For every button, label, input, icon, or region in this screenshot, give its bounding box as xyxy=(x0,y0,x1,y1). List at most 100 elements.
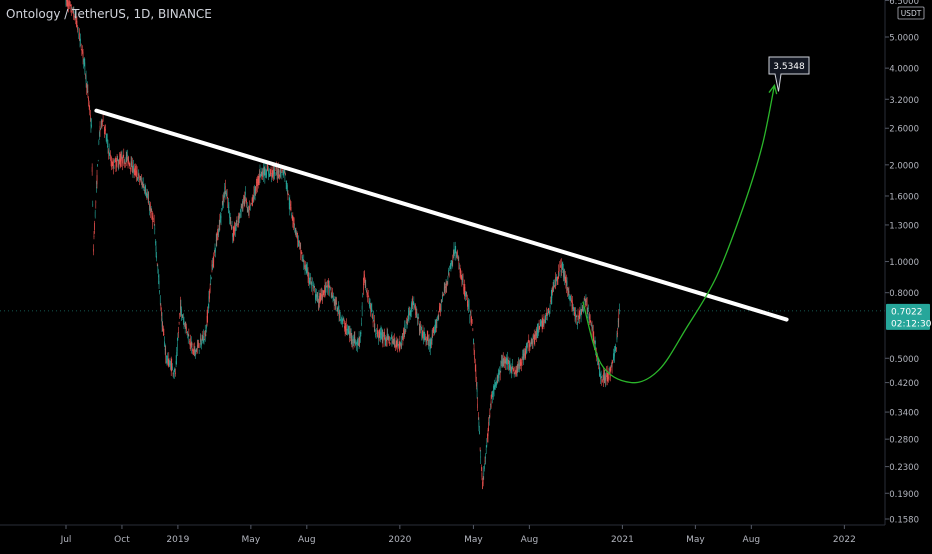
candle-body xyxy=(355,340,357,343)
candle-body xyxy=(94,222,95,231)
candle-body xyxy=(247,209,249,211)
candle-body xyxy=(292,215,294,222)
candle-body xyxy=(510,366,511,372)
candle-body xyxy=(427,337,429,340)
candle-body xyxy=(118,164,120,165)
callout-box[interactable] xyxy=(768,56,810,92)
candle-body xyxy=(485,448,487,451)
candle-body xyxy=(208,296,210,302)
candle-body xyxy=(150,208,152,212)
candle-body xyxy=(239,215,240,219)
candle-body xyxy=(158,280,160,285)
candle-body xyxy=(580,308,582,317)
candle-body xyxy=(245,191,246,195)
candle-body xyxy=(147,197,149,199)
candle-body xyxy=(116,160,117,167)
candle-body xyxy=(437,314,439,320)
candle-body xyxy=(408,313,409,320)
time-tick-label: 2019 xyxy=(166,535,189,545)
candle-body xyxy=(491,394,492,399)
candle-body xyxy=(234,225,236,231)
candle-body xyxy=(329,285,331,288)
candle-body xyxy=(527,343,528,345)
candle-body xyxy=(313,284,314,287)
candle-body xyxy=(576,318,578,322)
candle-body xyxy=(327,285,328,288)
descending-trendline[interactable] xyxy=(94,108,789,322)
candle-body xyxy=(550,296,552,300)
candle-body xyxy=(474,364,476,370)
candle-body xyxy=(259,171,261,177)
candle-body xyxy=(260,174,261,176)
candle-body xyxy=(283,171,284,177)
candle-body xyxy=(221,201,223,209)
candle-body xyxy=(222,200,224,205)
candle-body xyxy=(614,349,615,357)
candle-body xyxy=(412,297,413,305)
candle-body xyxy=(198,342,199,348)
candle-body xyxy=(467,300,468,308)
currency-box[interactable] xyxy=(897,6,925,20)
trendline-layer[interactable] xyxy=(0,108,885,322)
candle-body xyxy=(242,202,243,207)
candle-body xyxy=(378,329,380,339)
candle-body xyxy=(114,158,116,162)
candle-body xyxy=(80,39,81,41)
candle-body xyxy=(476,382,477,387)
projection-layer[interactable] xyxy=(582,83,778,384)
candle-body xyxy=(251,198,253,202)
candle-body xyxy=(457,259,459,261)
price-tick-label: 3.2000 xyxy=(889,96,919,106)
candle-body xyxy=(101,120,103,125)
candle-body xyxy=(482,479,484,484)
candle-body xyxy=(91,166,93,172)
candle-body xyxy=(498,373,499,378)
candle-body xyxy=(583,309,584,312)
candle-body xyxy=(126,156,128,160)
candle-body xyxy=(325,281,327,284)
candle-body xyxy=(387,334,389,336)
candle-body xyxy=(267,169,269,171)
candle-body xyxy=(380,331,382,336)
candle-body xyxy=(81,53,83,55)
price-callout[interactable]: 3.5348 xyxy=(768,56,810,92)
candle-body xyxy=(144,186,146,192)
candle-body xyxy=(550,300,551,303)
candle-body xyxy=(137,178,139,181)
candle-body xyxy=(132,171,134,173)
candle-body xyxy=(324,289,325,293)
candle-body xyxy=(604,372,606,381)
candle-body xyxy=(332,296,334,298)
candle-body xyxy=(606,372,607,374)
candle-body xyxy=(563,270,564,277)
candle-body xyxy=(152,216,154,219)
candle-body xyxy=(369,304,371,307)
candle-body xyxy=(296,232,297,238)
candle-body xyxy=(603,376,605,382)
candle-body xyxy=(332,291,333,298)
projected-path[interactable] xyxy=(582,85,776,384)
candle-body xyxy=(377,330,378,336)
time-axis[interactable]: Jul Oct 2019 May Aug 2020 May Aug 2021 May Aug 2022 xyxy=(0,524,885,550)
candle-body xyxy=(311,282,313,285)
candle-body xyxy=(431,335,433,341)
candle-body xyxy=(514,367,516,373)
candle-body xyxy=(370,306,372,312)
candle-body xyxy=(541,320,543,329)
candle-body xyxy=(206,315,208,325)
candle-body xyxy=(256,181,258,183)
candle-body xyxy=(592,327,593,329)
price-axis[interactable]: 6.5000 5.0000 4.0000 3.2000 2.6000 2.0000 1.60… xyxy=(884,0,932,526)
time-tick-label: 2022 xyxy=(833,535,856,545)
candle-body xyxy=(552,288,553,293)
candle-body xyxy=(207,306,209,310)
candle-body xyxy=(268,169,269,174)
candle-body xyxy=(522,354,523,356)
candle-body xyxy=(93,236,95,238)
candle-body xyxy=(536,327,538,336)
candle-body xyxy=(404,325,406,335)
candle-body xyxy=(566,279,567,286)
last-price-badge[interactable] xyxy=(886,303,930,330)
